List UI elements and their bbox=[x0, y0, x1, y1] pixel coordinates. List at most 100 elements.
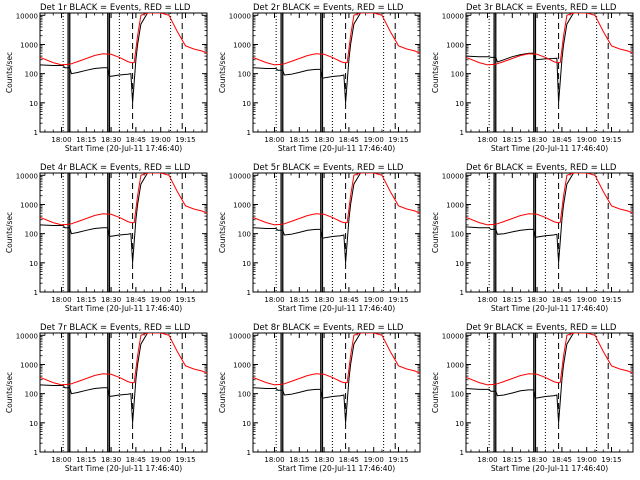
y-tick-label: 10 bbox=[29, 100, 38, 108]
lld-series-line bbox=[40, 333, 207, 386]
x-tick-label: 18:45 bbox=[339, 136, 359, 144]
x-tick-label: 18:00 bbox=[264, 456, 284, 464]
events-series-line bbox=[466, 173, 633, 263]
y-axis-label: Counts/sec bbox=[431, 52, 440, 93]
y-tick-label: 10000 bbox=[229, 332, 251, 340]
events-series-line bbox=[40, 13, 207, 103]
y-tick-label: 100 bbox=[451, 391, 464, 399]
x-axis-label: Start Time (20-Jul-11 17:46:40) bbox=[278, 464, 395, 473]
y-tick-label: 1 bbox=[460, 289, 464, 297]
plot-frame bbox=[252, 12, 421, 133]
x-tick-label: 19:00 bbox=[151, 456, 171, 464]
y-tick-label: 1 bbox=[460, 449, 464, 457]
lld-series-line bbox=[253, 173, 420, 226]
y-tick-label: 10 bbox=[242, 420, 251, 428]
events-series-line bbox=[253, 173, 420, 263]
y-tick-label: 10 bbox=[455, 420, 464, 428]
y-tick-label: 1000 bbox=[233, 201, 251, 209]
chart-title: Det 5r BLACK = Events, RED = LLD bbox=[253, 163, 404, 173]
plot-frame bbox=[465, 12, 634, 133]
plot-frame bbox=[252, 332, 421, 453]
plot-frame bbox=[39, 172, 208, 293]
y-tick-label: 100 bbox=[238, 231, 251, 239]
x-tick-label: 18:45 bbox=[339, 296, 359, 304]
y-tick-label: 10000 bbox=[16, 172, 38, 180]
y-tick-label: 10 bbox=[455, 100, 464, 108]
y-tick-label: 1000 bbox=[20, 361, 38, 369]
y-tick-label: 10 bbox=[29, 420, 38, 428]
x-axis-label: Start Time (20-Jul-11 17:46:40) bbox=[278, 144, 395, 153]
y-tick-label: 1000 bbox=[446, 201, 464, 209]
y-tick-label: 1 bbox=[34, 449, 38, 457]
y-tick-label: 100 bbox=[25, 391, 38, 399]
lld-series-line bbox=[466, 13, 633, 66]
x-axis-label: Start Time (20-Jul-11 17:46:40) bbox=[491, 464, 608, 473]
y-tick-label: 1 bbox=[34, 289, 38, 297]
chart-panel: Det 7r BLACK = Events, RED = LLD 1 10 100 10… bbox=[5, 323, 208, 473]
y-axis-label: Counts/sec bbox=[431, 372, 440, 413]
chart-title: Det 6r BLACK = Events, RED = LLD bbox=[466, 163, 617, 173]
chart-title: Det 8r BLACK = Events, RED = LLD bbox=[253, 323, 404, 333]
x-tick-label: 18:45 bbox=[126, 296, 146, 304]
x-tick-label: 19:15 bbox=[388, 296, 408, 304]
x-axis-label: Start Time (20-Jul-11 17:46:40) bbox=[491, 304, 608, 313]
lld-series-line bbox=[40, 13, 207, 66]
plot-frame bbox=[465, 172, 634, 293]
x-tick-label: 18:30 bbox=[101, 456, 121, 464]
events-series-line bbox=[40, 333, 207, 423]
x-tick-label: 18:15 bbox=[76, 456, 96, 464]
y-tick-label: 100 bbox=[451, 71, 464, 79]
y-tick-label: 10000 bbox=[229, 12, 251, 20]
chart-title: Det 4r BLACK = Events, RED = LLD bbox=[40, 163, 191, 173]
plot-area bbox=[466, 173, 633, 292]
y-axis-label: Counts/sec bbox=[431, 212, 440, 253]
x-tick-label: 18:30 bbox=[101, 296, 121, 304]
x-tick-label: 18:00 bbox=[51, 136, 71, 144]
x-tick-label: 19:00 bbox=[364, 296, 384, 304]
x-tick-label: 19:00 bbox=[577, 136, 597, 144]
x-tick-label: 18:30 bbox=[527, 456, 547, 464]
chart-panel: Det 3r BLACK = Events, RED = LLD 1 10 100 10… bbox=[431, 3, 634, 153]
y-axis-label: Counts/sec bbox=[5, 52, 14, 93]
x-tick-label: 19:00 bbox=[364, 456, 384, 464]
events-series-line bbox=[466, 333, 633, 423]
plot-area bbox=[40, 173, 207, 292]
x-tick-label: 18:15 bbox=[289, 296, 309, 304]
x-tick-label: 19:15 bbox=[388, 136, 408, 144]
x-axis-label: Start Time (20-Jul-11 17:46:40) bbox=[491, 144, 608, 153]
x-tick-label: 18:00 bbox=[51, 456, 71, 464]
plot-frame bbox=[39, 332, 208, 453]
x-tick-label: 19:00 bbox=[364, 136, 384, 144]
y-axis-label: Counts/sec bbox=[218, 52, 227, 93]
y-tick-label: 100 bbox=[238, 71, 251, 79]
x-tick-label: 19:00 bbox=[151, 136, 171, 144]
x-tick-label: 18:15 bbox=[76, 136, 96, 144]
lld-series-line bbox=[253, 333, 420, 386]
y-tick-label: 1000 bbox=[446, 41, 464, 49]
x-tick-label: 18:15 bbox=[289, 456, 309, 464]
plot-area bbox=[466, 333, 633, 452]
chart-panel: Det 1r BLACK = Events, RED = LLD 1 10 100 10… bbox=[5, 3, 208, 153]
x-tick-label: 18:30 bbox=[314, 296, 334, 304]
y-axis-label: Counts/sec bbox=[5, 372, 14, 413]
lld-series-line bbox=[40, 173, 207, 226]
x-axis-label: Start Time (20-Jul-11 17:46:40) bbox=[65, 144, 182, 153]
x-tick-label: 19:15 bbox=[601, 296, 621, 304]
x-tick-label: 18:45 bbox=[126, 136, 146, 144]
y-tick-label: 1 bbox=[247, 129, 251, 137]
x-tick-label: 18:30 bbox=[314, 456, 334, 464]
x-tick-label: 18:15 bbox=[502, 296, 522, 304]
x-tick-label: 18:00 bbox=[264, 136, 284, 144]
plot-area bbox=[253, 13, 420, 132]
x-tick-label: 19:00 bbox=[577, 456, 597, 464]
plot-area bbox=[253, 333, 420, 452]
events-series-line bbox=[40, 173, 207, 263]
x-tick-label: 19:00 bbox=[151, 296, 171, 304]
x-tick-label: 18:30 bbox=[527, 136, 547, 144]
x-tick-label: 19:15 bbox=[601, 136, 621, 144]
y-tick-label: 10000 bbox=[229, 172, 251, 180]
lld-series-line bbox=[466, 173, 633, 226]
x-tick-label: 18:45 bbox=[126, 456, 146, 464]
y-tick-label: 100 bbox=[451, 231, 464, 239]
